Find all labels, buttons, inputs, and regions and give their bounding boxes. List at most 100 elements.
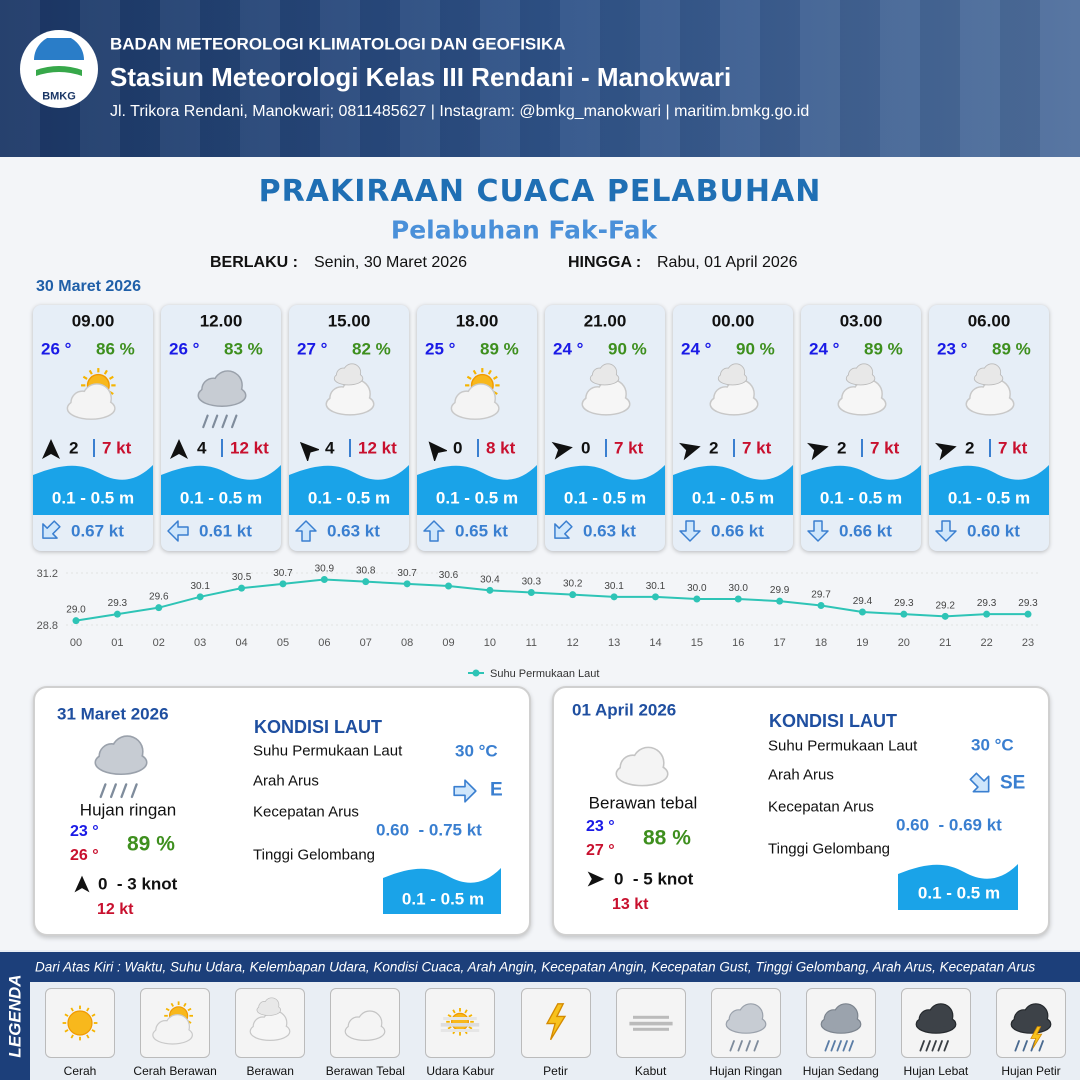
- separator: [93, 439, 95, 457]
- wave-height: 0.1 - 0.5 m: [563, 488, 647, 508]
- icon-part: [342, 380, 370, 408]
- day-icon: [82, 722, 160, 800]
- icon-part: [935, 442, 957, 461]
- icon-part: [966, 380, 1014, 415]
- wind-speed: 2: [837, 438, 847, 458]
- x-tick-label: 01: [111, 637, 123, 649]
- icon-part: [452, 384, 499, 419]
- sea-direction: SE: [1000, 772, 1026, 794]
- icon-part: [846, 364, 875, 385]
- slot-time: 12.00: [199, 311, 243, 331]
- x-tick-label: 03: [194, 637, 206, 649]
- slot-card: [33, 305, 153, 551]
- day-wind-arrow: [586, 869, 606, 889]
- data-label: 30.4: [480, 574, 500, 585]
- legend-icon-box: [805, 988, 876, 1058]
- icon-part: [42, 520, 61, 539]
- gust: 7 kt: [742, 438, 772, 458]
- separator: [733, 439, 735, 457]
- icon-part: [679, 442, 701, 461]
- icon-part: [452, 1009, 457, 1014]
- icon-part: [170, 439, 188, 459]
- icon-part: [916, 1004, 956, 1033]
- icon-part: [1024, 1004, 1048, 1028]
- legend-icon-box: [900, 988, 971, 1058]
- weather-icon: [314, 358, 386, 430]
- icon-part: [811, 993, 871, 1058]
- icon-part: [467, 384, 495, 412]
- slot-humidity: 90 %: [736, 339, 775, 359]
- gust: 7 kt: [870, 438, 900, 458]
- icon-part: [1014, 1040, 1020, 1052]
- icon-part: [1011, 1004, 1051, 1033]
- legend-swatch-dot: [472, 669, 480, 677]
- icon-part: [447, 1014, 453, 1018]
- icon-part: [112, 736, 143, 767]
- day-humidity: 88 %: [643, 826, 691, 850]
- icon-part: [628, 1015, 673, 1031]
- icon-part: [1022, 1040, 1028, 1052]
- sea-row-label: Arah Arus: [253, 772, 319, 790]
- x-tick-label: 23: [1022, 637, 1034, 649]
- sst-point: [279, 580, 287, 588]
- wave-height: 0.1 - 0.5 m: [435, 488, 519, 508]
- wave-height: 0.1 - 0.5 m: [307, 488, 391, 508]
- x-tick-label: 16: [732, 637, 744, 649]
- sea-wave: [898, 862, 1018, 910]
- icon-part: [299, 441, 321, 463]
- sea-heading: KONDISI LAUT: [769, 711, 897, 731]
- data-label: 29.3: [1018, 598, 1038, 609]
- icon-part: [34, 35, 84, 76]
- slot-temp: 26 °: [169, 339, 200, 359]
- day-wind: 0 - 3 knot: [98, 874, 178, 894]
- gust: 12 kt: [230, 438, 269, 458]
- icon-part: [587, 871, 605, 887]
- port-name: Pelabuhan Fak-Fak: [390, 215, 658, 245]
- icon-part: [587, 871, 605, 887]
- icon-part: [109, 783, 117, 799]
- icon-part: [451, 1012, 470, 1031]
- sea-current-arrow: [968, 771, 994, 797]
- y-tick-label: 31.2: [37, 568, 58, 580]
- icon-part: [545, 465, 665, 515]
- icon-part: [836, 1040, 842, 1052]
- icon-part: [289, 465, 409, 515]
- legend-item-label: Petir: [543, 1064, 568, 1078]
- legend-title: LEGENDA: [5, 974, 25, 1058]
- legend-icon-box: [330, 988, 401, 1058]
- day-gust: 13 kt: [612, 896, 649, 913]
- legend-icon-box: [615, 988, 686, 1058]
- icon-part: [211, 414, 219, 429]
- icon-part: [68, 384, 115, 419]
- x-tick-label: 09: [442, 637, 454, 649]
- sst-point: [776, 597, 784, 605]
- wave-band: [801, 463, 921, 515]
- slot-humidity: 89 %: [992, 339, 1031, 359]
- data-label: 29.7: [811, 590, 831, 601]
- icon-part: [599, 364, 617, 381]
- icon-part: [472, 369, 477, 375]
- icon-part: [38, 60, 80, 68]
- icon-part: [468, 1014, 473, 1018]
- wind-speed: 4: [325, 438, 335, 458]
- gust: 7 kt: [102, 438, 132, 458]
- icon-part: [325, 363, 375, 416]
- icon-part: [67, 1010, 93, 1036]
- slot-humidity: 83 %: [224, 339, 263, 359]
- icon-part: [299, 441, 321, 463]
- day-box: [552, 686, 1050, 936]
- icon-part: [745, 1040, 751, 1052]
- icon-part: [679, 520, 701, 542]
- legend-icon-box: [710, 988, 781, 1058]
- icon-part: [737, 1040, 743, 1052]
- wind-speed: 4: [197, 438, 207, 458]
- x-tick-label: 11: [526, 637, 537, 649]
- slot-card: [673, 305, 793, 551]
- icon-part: [230, 414, 238, 429]
- sst-point: [610, 593, 618, 601]
- slot-card: [289, 305, 409, 551]
- icon-part: [632, 1027, 669, 1031]
- legend-label: Suhu Permukaan Laut: [490, 668, 599, 680]
- data-label: 30.7: [397, 568, 417, 579]
- icon-part: [855, 364, 873, 381]
